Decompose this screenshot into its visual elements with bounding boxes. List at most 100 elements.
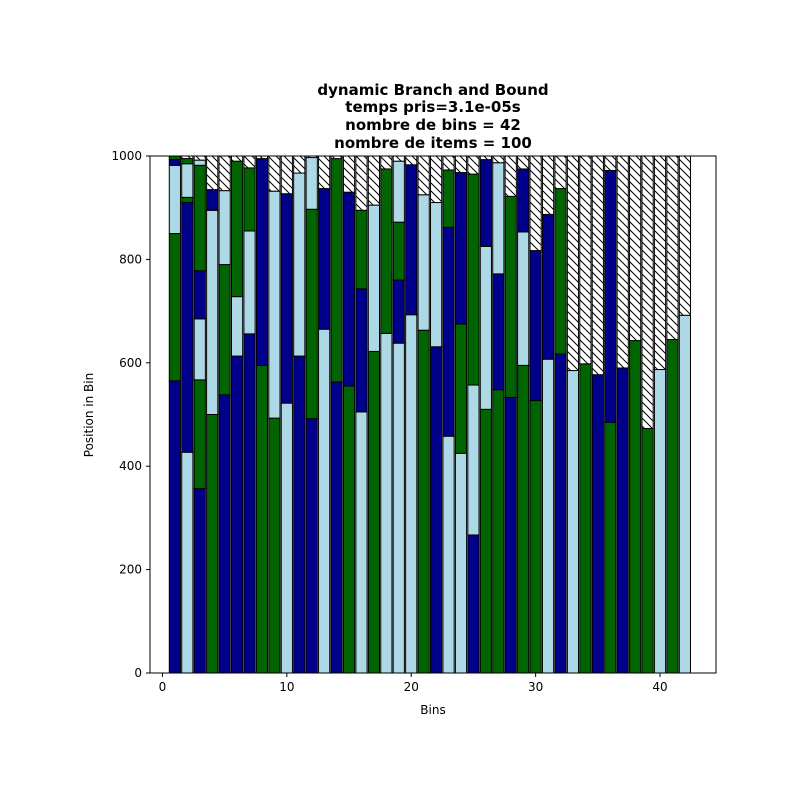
bin-10-free-space [280, 155, 293, 195]
bin-3-item-2 [193, 379, 206, 489]
bin-16-item-2 [355, 288, 368, 413]
plot-frame [149, 155, 717, 674]
bin-35-free-space [591, 155, 604, 376]
bin-36-item-1 [604, 421, 617, 674]
y-tick-label: 400 [119, 459, 142, 473]
bin-18-item-1 [380, 332, 393, 674]
bin-8-item-2 [255, 158, 269, 366]
bin-1-item-3 [168, 164, 181, 235]
x-tick-label: 10 [279, 680, 294, 694]
bin-16-free-space [355, 155, 368, 211]
bin-6-free-space [230, 155, 244, 162]
bin-26-item-2 [479, 245, 492, 410]
bin-31-item-2 [541, 213, 555, 360]
bin-13-item-2 [318, 188, 331, 330]
bin-37-item-1 [616, 367, 629, 674]
bin-40-free-space [653, 155, 667, 371]
bin-4-item-1 [206, 414, 219, 674]
chart-title-line-1: dynamic Branch and Bound [317, 81, 548, 99]
bin-22-free-space [430, 155, 443, 204]
bin-13-item-1 [318, 328, 331, 674]
bin-16-item-3 [355, 209, 368, 290]
bin-3-free-space [193, 155, 206, 161]
bin-29-item-1 [517, 364, 530, 674]
bin-26-item-1 [479, 408, 492, 674]
bin-5-free-space [218, 155, 231, 192]
bin-30-item-2 [529, 250, 542, 402]
bin-11-free-space [293, 155, 306, 174]
bin-32-item-2 [554, 188, 567, 355]
bin-12-item-1 [305, 418, 318, 674]
bin-23-item-3 [442, 169, 455, 228]
bin-30-free-space [529, 155, 542, 252]
x-tick-label: 40 [652, 680, 667, 694]
bin-25-item-1 [467, 534, 480, 674]
bin-33-item-1 [566, 370, 580, 674]
bin-3-item-4 [193, 270, 206, 320]
bin-40-item-1 [653, 369, 667, 674]
bin-5-item-3 [218, 190, 231, 266]
bin-14-item-2 [330, 158, 343, 383]
bin-15-free-space [342, 155, 356, 193]
bin-17-item-2 [367, 204, 381, 352]
bin-28-free-space [504, 155, 517, 197]
bin-21-item-1 [417, 329, 430, 674]
bin-25-item-2 [467, 384, 480, 536]
bin-32-free-space [554, 155, 567, 190]
chart-title-line-3: nombre de bins = 42 [345, 116, 521, 134]
y-tick-label: 0 [134, 666, 142, 680]
bin-28-item-1 [504, 396, 517, 674]
bin-6-item-3 [230, 160, 244, 298]
bin-7-item-3 [243, 167, 256, 232]
bin-29-item-3 [517, 168, 530, 233]
x-axis-label: Bins [420, 703, 445, 717]
bin-17-item-1 [367, 350, 381, 674]
bin-38-item-1 [629, 340, 642, 674]
bin-2-item-4 [181, 163, 194, 198]
bin-4-item-2 [206, 209, 219, 415]
bin-21-item-2 [417, 194, 430, 331]
bin-32-item-1 [554, 353, 567, 674]
y-tick-label: 600 [119, 356, 142, 370]
x-tick-label: 0 [159, 680, 167, 694]
bin-3-item-5 [193, 164, 206, 272]
bin-22-item-1 [430, 346, 443, 674]
bin-1-item-4 [168, 159, 181, 166]
bin-14-item-1 [330, 381, 343, 674]
bin-1-item-1 [168, 380, 181, 674]
bin-24-item-2 [454, 323, 468, 454]
bin-6-item-1 [230, 355, 244, 674]
bin-10-item-1 [280, 402, 293, 674]
bin-9-item-1 [268, 417, 281, 674]
bin-4-free-space [206, 155, 219, 191]
bin-3-item-3 [193, 318, 206, 381]
bin-3-item-1 [193, 487, 206, 674]
x-tick-label: 30 [528, 680, 543, 694]
bin-19-item-4 [392, 160, 405, 223]
bin-27-free-space [492, 155, 505, 164]
bin-15-item-2 [342, 191, 356, 387]
bin-15-item-1 [342, 385, 356, 674]
chart-title-line-2: temps pris=3.1e-05s [345, 98, 520, 116]
bars-layer [168, 155, 691, 674]
chart-title-line-4: nombre de items = 100 [334, 134, 532, 152]
bin-26-item-3 [479, 159, 492, 247]
bin-35-item-1 [591, 374, 604, 674]
bin-19-item-3 [392, 221, 405, 281]
bin-10-item-2 [280, 193, 293, 404]
bin-24-item-3 [454, 172, 468, 325]
bin-38-free-space [629, 155, 642, 342]
bin-19-free-space [392, 155, 405, 162]
bin-41-item-1 [666, 339, 679, 674]
bin-16-item-1 [355, 411, 368, 674]
bin-13-free-space [318, 155, 331, 190]
bin-33-free-space [566, 155, 580, 372]
bin-23-item-1 [442, 435, 455, 674]
bin-36-free-space [604, 155, 617, 171]
bin-19-item-1 [392, 342, 405, 674]
bin-7-item-2 [243, 230, 256, 335]
bin-37-free-space [616, 155, 629, 369]
bin-42-item-1 [678, 314, 691, 674]
